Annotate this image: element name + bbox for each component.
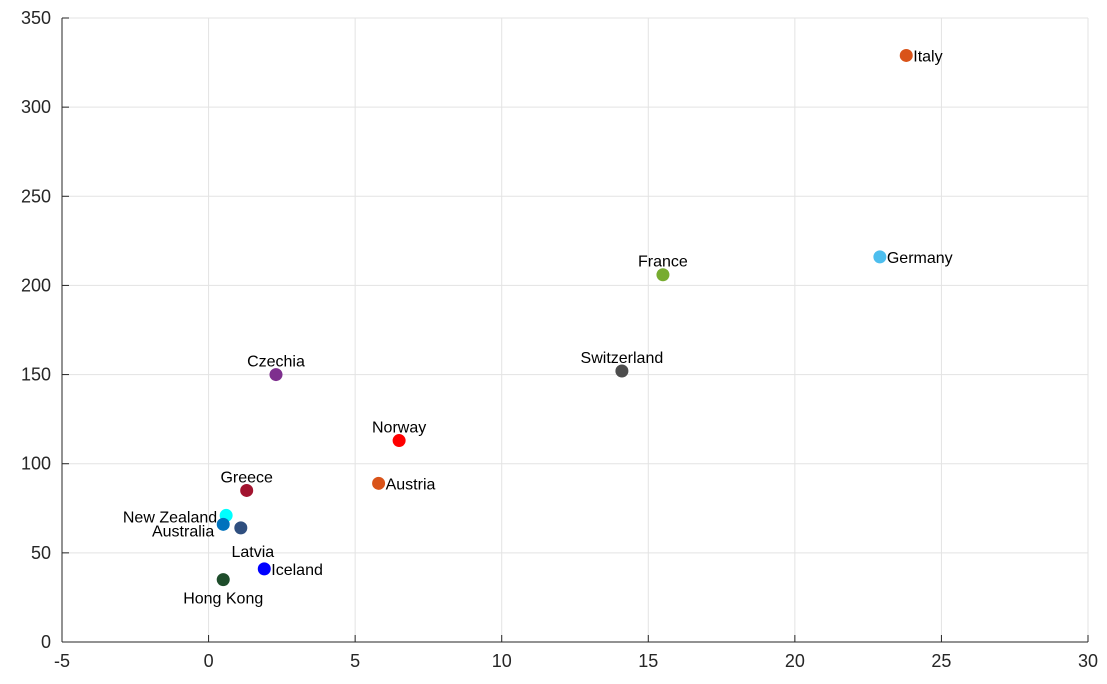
label-czechia: Czechia [247, 354, 305, 371]
label-latvia: Latvia [231, 544, 274, 561]
data-labels: Italy Germany France Switzerland Czechia Norw… [123, 48, 953, 607]
x-tick-label: 25 [931, 651, 951, 671]
label-italy: Italy [913, 48, 942, 65]
point-austria [372, 476, 386, 490]
label-greece: Greece [220, 469, 273, 486]
point-hong-kong [216, 573, 230, 587]
grid [61, 17, 1089, 643]
point-iceland [257, 562, 271, 576]
y-tick-label: 200 [21, 275, 51, 295]
point-australia [216, 517, 230, 531]
y-tick-label: 0 [41, 632, 51, 652]
label-hong-kong: Hong Kong [183, 591, 263, 608]
y-tick-label: 100 [21, 454, 51, 474]
x-tick-label: 20 [785, 651, 805, 671]
point-france [656, 268, 670, 282]
x-tick-label: -5 [54, 651, 70, 671]
point-norway [392, 434, 406, 448]
y-tick-label: 350 [21, 8, 51, 28]
point-germany [873, 250, 887, 264]
label-new-zealand: New Zealand [123, 509, 217, 526]
label-austria: Austria [386, 476, 436, 493]
label-switzerland: Switzerland [581, 350, 664, 367]
x-tick-label: 30 [1078, 651, 1098, 671]
point-switzerland [615, 364, 629, 378]
point-italy [899, 48, 913, 62]
label-germany: Germany [887, 250, 953, 267]
y-tick-label: 250 [21, 186, 51, 206]
point-greece [240, 483, 254, 497]
x-tick-label: 0 [204, 651, 214, 671]
y-tick-label: 50 [31, 543, 51, 563]
data-points [216, 48, 913, 587]
label-france: France [638, 254, 688, 271]
axes [61, 18, 1088, 643]
x-tick-label: 10 [492, 651, 512, 671]
label-norway: Norway [372, 420, 426, 437]
y-tick-label: 150 [21, 365, 51, 385]
x-tick-label: 15 [638, 651, 658, 671]
point-latvia [234, 521, 248, 535]
x-tick-label: 5 [350, 651, 360, 671]
label-australia: Australia [152, 523, 214, 540]
label-iceland: Iceland [271, 562, 323, 579]
y-tick-label: 300 [21, 97, 51, 117]
point-czechia [269, 368, 283, 382]
